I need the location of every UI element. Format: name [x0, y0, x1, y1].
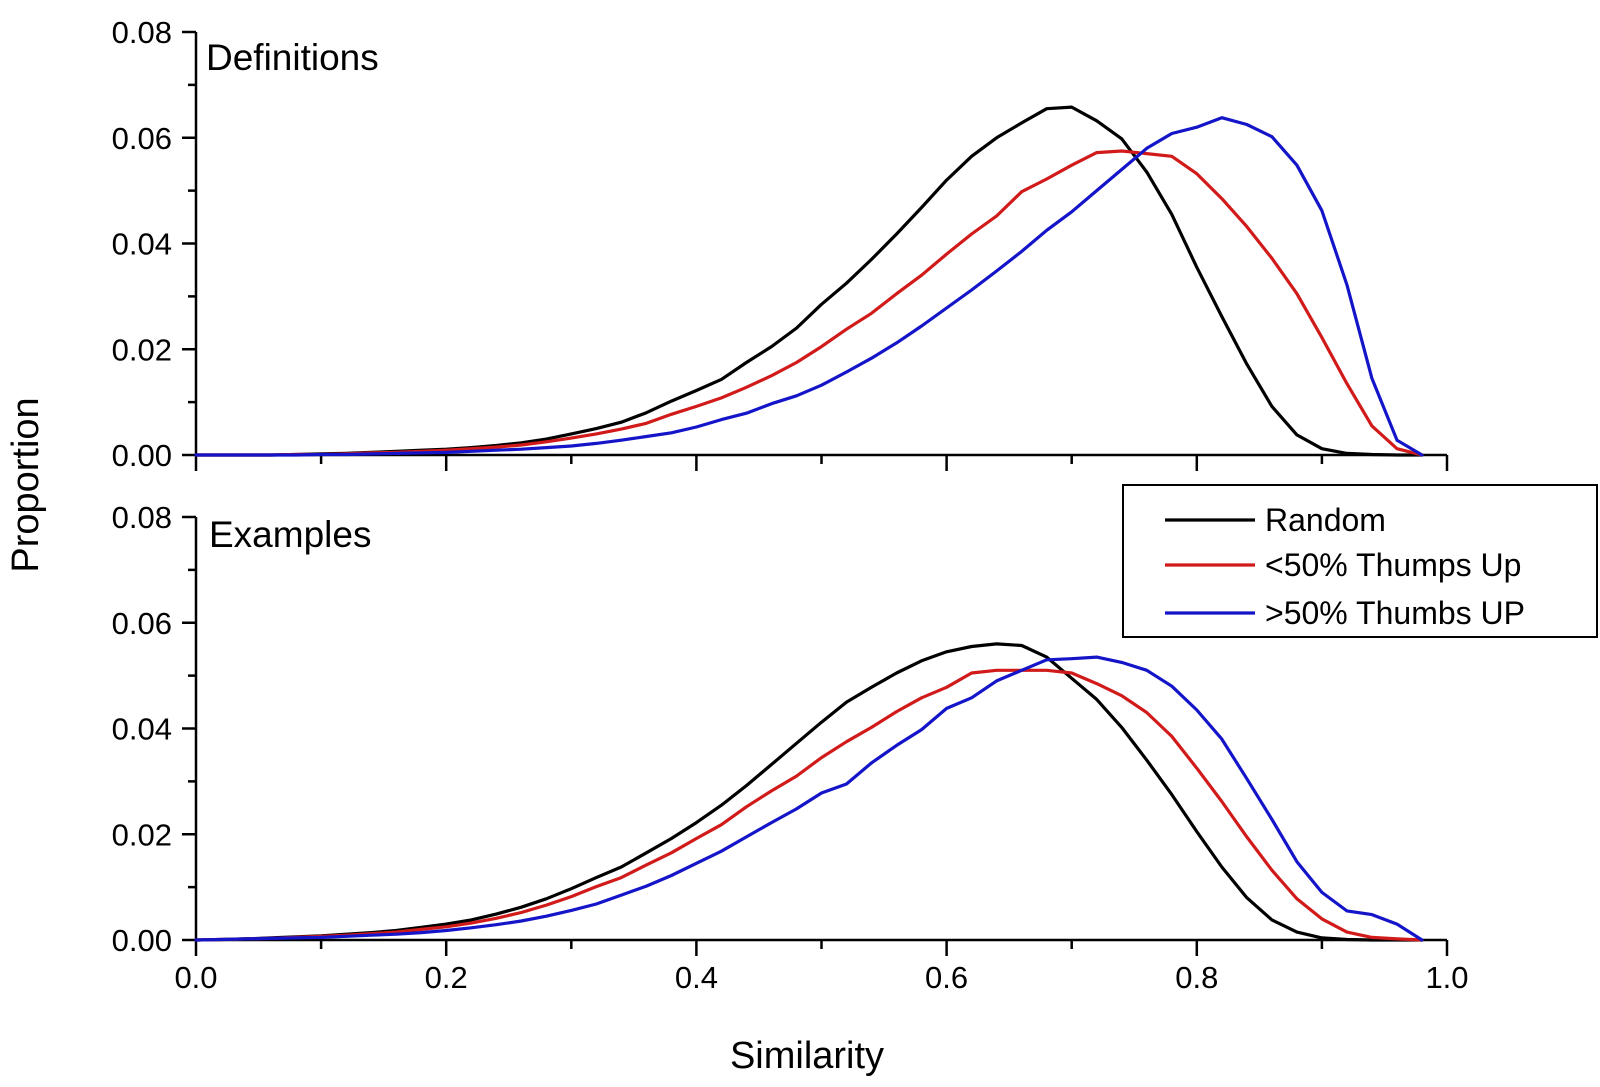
- x-axis-title: Similarity: [730, 1035, 884, 1077]
- y-tick-label-definitions: 0.00: [112, 438, 172, 473]
- x-tick-label: 0.2: [425, 960, 468, 995]
- x-tick-label: 1.0: [1425, 960, 1468, 995]
- y-tick-label-definitions: 0.08: [112, 15, 172, 50]
- y-tick-label-examples: 0.06: [112, 606, 172, 641]
- y-tick-label-examples: 0.02: [112, 817, 172, 852]
- x-tick-label: 0.4: [675, 960, 718, 995]
- legend-label-above-50: >50% Thumbs UP: [1265, 595, 1525, 631]
- series-line-random-examples: [194, 642, 1424, 942]
- series-group-examples: [194, 642, 1424, 942]
- legend: Random <50% Thumps Up >50% Thumbs UP: [1122, 484, 1598, 638]
- y-axis-title: Proportion: [5, 397, 47, 572]
- series-group-definitions: [194, 105, 1424, 457]
- x-tick-label: 0.8: [1175, 960, 1218, 995]
- panel-examples: Examples 0.00 0.02 0.04 0.06 0.08 0.0 0.2 0.4 0.…: [112, 500, 1469, 995]
- y-tick-label-definitions: 0.06: [112, 121, 172, 156]
- legend-label-below-50: <50% Thumps Up: [1265, 547, 1521, 583]
- y-tick-label-definitions: 0.04: [112, 227, 172, 262]
- y-tick-label-definitions: 0.02: [112, 332, 172, 367]
- series-line-below-50-definitions: [194, 149, 1424, 457]
- x-tick-label: 0.0: [174, 960, 217, 995]
- series-line-random-definitions: [194, 105, 1424, 457]
- legend-label-random: Random: [1265, 502, 1386, 538]
- y-tick-label-examples: 0.08: [112, 500, 172, 535]
- y-tick-label-examples: 0.04: [112, 712, 172, 747]
- panel-definitions: Definitions 0.00 0.02 0.04 0.06 0.08: [112, 15, 1449, 473]
- panel-title-examples: Examples: [209, 514, 371, 555]
- series-line-above-50-definitions: [194, 116, 1424, 457]
- panel-title-definitions: Definitions: [206, 37, 379, 78]
- y-tick-label-examples: 0.00: [112, 923, 172, 958]
- series-line-below-50-examples: [194, 668, 1424, 942]
- series-line-above-50-examples: [194, 655, 1424, 942]
- x-tick-label: 0.6: [925, 960, 968, 995]
